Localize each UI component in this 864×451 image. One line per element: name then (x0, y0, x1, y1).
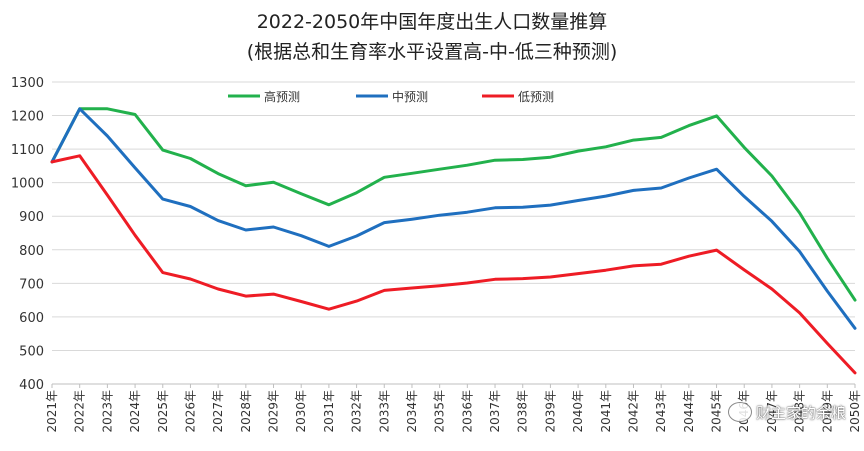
watermark: 财主家的余粮 (727, 399, 846, 425)
x-tick-label: 2021年 (45, 390, 59, 433)
y-tick-label: 800 (19, 244, 44, 259)
y-axis: 400 500 600 700 800 900 1000 1100 1200 1300 (11, 76, 44, 393)
x-tick-label: 2045年 (710, 390, 724, 433)
x-tick-label: 2035年 (433, 390, 447, 433)
series (50, 107, 857, 375)
y-tick-label: 1300 (11, 76, 44, 91)
x-tick-label: 2048年 (793, 390, 807, 433)
y-tick-label: 400 (19, 378, 44, 393)
legend: 高预测 中预测 低预测 (228, 89, 554, 104)
x-axis: 2021年 2022年 2023年 2024年 2025年 2026年 2027年 2028年… (45, 384, 862, 433)
y-tick-label: 1000 (11, 177, 44, 192)
x-tick-label: 2027年 (211, 390, 225, 433)
x-tick-label: 2029年 (267, 390, 281, 433)
x-tick-label: 2024年 (128, 390, 142, 433)
x-tick-label: 2032年 (350, 390, 364, 433)
x-tick-label: 2037年 (488, 390, 502, 433)
series-line (50, 107, 857, 302)
x-tick-label: 2038年 (516, 390, 530, 433)
y-tick-label: 1200 (11, 110, 44, 125)
legend-label: 低预测 (518, 90, 554, 104)
wechat-icon (727, 402, 752, 422)
x-tick-label: 2050年 (848, 390, 862, 433)
x-tick-label: 2049年 (820, 390, 834, 433)
x-tick-label: 2036年 (460, 390, 474, 433)
y-tick-label: 900 (19, 210, 44, 225)
x-tick-label: 2025年 (156, 390, 170, 433)
chart-title: 2022-2050年中国年度出生人口数量推算 (257, 11, 608, 33)
legend-label: 高预测 (264, 89, 300, 104)
chart-subtitle: (根据总和生育率水平设置高-中-低三种预测) (247, 41, 618, 63)
series-line (50, 154, 857, 375)
y-tick-label: 500 (19, 344, 44, 359)
x-tick-label: 2042年 (626, 390, 640, 433)
watermark-text: 财主家的余粮 (755, 403, 846, 422)
x-tick-label: 2039年 (543, 390, 557, 433)
x-tick-label: 2031年 (322, 390, 336, 433)
x-tick-label: 2040年 (571, 390, 585, 433)
y-tick-label: 600 (19, 311, 44, 326)
y-tick-label: 700 (19, 277, 44, 292)
x-tick-label: 2022年 (73, 390, 87, 433)
x-tick-label: 2023年 (100, 390, 114, 433)
x-tick-label: 2034年 (405, 390, 419, 433)
x-tick-label: 2041年 (599, 390, 613, 433)
x-tick-label: 2026年 (183, 390, 197, 433)
y-tick-label: 1100 (11, 143, 44, 158)
grid (52, 81, 855, 385)
series-line (50, 107, 857, 330)
x-tick-label: 2044年 (682, 390, 696, 433)
x-tick-label: 2030年 (294, 390, 308, 433)
x-tick-label: 2043年 (654, 390, 668, 433)
x-tick-label: 2047年 (765, 390, 779, 433)
x-tick-label: 2028年 (239, 390, 253, 433)
x-tick-label: 2033年 (377, 390, 391, 433)
legend-label: 中预测 (392, 89, 428, 104)
